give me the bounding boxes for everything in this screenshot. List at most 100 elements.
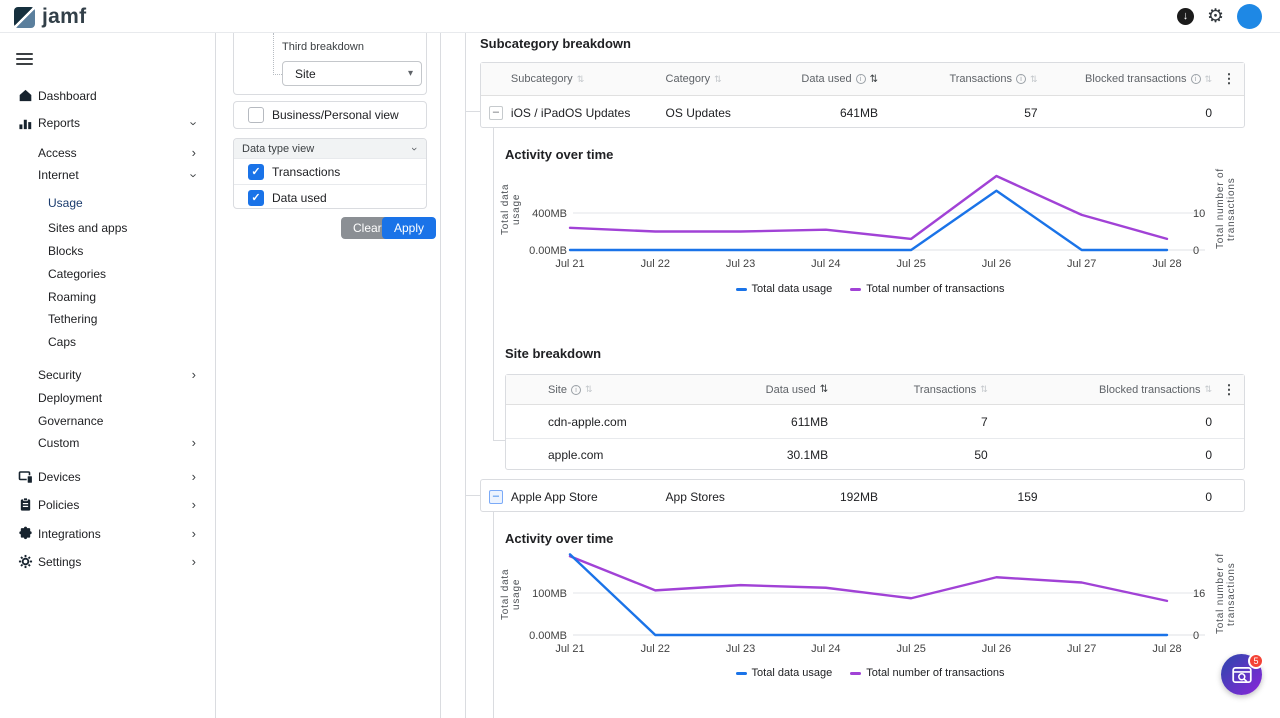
data-type-options: ✓ Transactions ✓ Data used [234, 158, 426, 208]
expand-cell: – [481, 96, 511, 129]
legend-swatch [850, 671, 862, 675]
spacer-cell [481, 63, 511, 95]
legend-item[interactable]: Total data usage [735, 283, 833, 295]
data-type-view-header[interactable]: Data type view › [234, 139, 426, 158]
column-header-data-used[interactable]: Data used ⇅ [701, 375, 831, 404]
sidebar-item-dashboard[interactable]: Dashboard [0, 85, 215, 106]
table-row[interactable]: – Apple App Store App Stores 192MB 159 0 [481, 480, 1244, 513]
subcategory-cell: Apple App Store [510, 489, 598, 504]
sort-active-icon[interactable]: ⇅ [869, 73, 878, 85]
chart-legend-1: Total data usage Total number of transact… [505, 283, 1235, 295]
legend-item[interactable]: Total data usage [735, 667, 832, 679]
column-header-data-used[interactable]: Data used i ⇅ [745, 63, 880, 95]
home-icon [18, 88, 34, 104]
column-header-blocked-transactions[interactable]: Blocked transactions ⇅ [990, 375, 1214, 404]
sort-active-icon[interactable]: ⇅ [819, 384, 829, 395]
data-used-checkbox[interactable]: ✓ [248, 189, 264, 206]
info-icon[interactable]: i [855, 74, 866, 84]
column-header-subcategory[interactable]: Subcategory ⇅ [511, 63, 666, 95]
subcategory-row-apple-app-store[interactable]: – Apple App Store App Stores 192MB 159 0 [480, 479, 1245, 512]
tree-connector [465, 495, 483, 496]
sidebar-item-governance[interactable]: Governance [0, 410, 215, 431]
legend-label: Total data usage [751, 283, 833, 295]
sidebar-item-roaming[interactable]: Roaming [0, 286, 215, 307]
sort-icon[interactable]: ⇅ [980, 384, 988, 394]
site-table-row[interactable]: cdn-apple.com 611MB 7 0 [506, 405, 1244, 438]
column-header-transactions[interactable]: Transactions i ⇅ [880, 63, 1040, 95]
nav-item-selected-bg [8, 192, 203, 214]
chevron-right-icon: › [191, 145, 196, 160]
column-header-transactions[interactable]: Transactions ⇅ [830, 375, 990, 404]
sort-icon[interactable]: ⇅ [1030, 73, 1038, 84]
sidebar-item-policies[interactable]: Policies › [0, 494, 215, 515]
brand-name: jamf [42, 5, 87, 28]
sidebar-item-categories[interactable]: Categories [0, 263, 215, 284]
sort-icon[interactable]: ⇅ [576, 73, 585, 84]
column-header-blocked-transactions[interactable]: Blocked transactions i ⇅ [1040, 63, 1215, 95]
sidebar-item-internet[interactable]: Internet › [0, 164, 215, 186]
collapse-row-button[interactable]: – [488, 489, 503, 504]
legend-item[interactable]: Total number of transactions [850, 283, 1004, 295]
data-used-cell: 192MB [839, 489, 878, 504]
sort-icon[interactable]: ⇅ [1204, 384, 1213, 394]
left-axis-tick: 400MB [532, 208, 567, 220]
sidebar: Dashboard Reports › Access › Internet › Usage Si… [0, 33, 215, 718]
jamf-logo[interactable]: jamf [14, 5, 86, 29]
sidebar-item-blocks[interactable]: Blocks [0, 240, 215, 261]
blocked-transactions-cell: 0 [1205, 105, 1213, 120]
sort-icon[interactable]: ⇅ [584, 384, 593, 394]
sort-icon[interactable]: ⇅ [714, 73, 722, 84]
info-icon[interactable]: i [570, 384, 581, 395]
activity-chart-1: 0.00MB 400MB 0 10 Jul 21 Jul 22 Jul 23 Jul 24 Ju… [529, 174, 1205, 270]
x-axis-tick: Jul 27 [1067, 258, 1096, 270]
left-axis-tick: 0.00MB [529, 245, 567, 257]
site-table-header: Site i ⇅ Data used ⇅ Transactions ⇅ Blocked tra… [506, 375, 1244, 405]
chevron-right-icon: › [191, 554, 196, 569]
third-breakdown-select[interactable]: Site ▾ [282, 61, 422, 86]
sidebar-item-caps[interactable]: Caps [0, 331, 215, 352]
sidebar-item-custom[interactable]: Custom › [0, 432, 215, 453]
column-header-label: Data used [801, 73, 852, 85]
y-axis-title-left-1: Total data usage [500, 183, 522, 235]
column-header-site[interactable]: Site i ⇅ [506, 375, 701, 404]
sidebar-item-devices[interactable]: Devices › [0, 466, 215, 487]
sidebar-item-security[interactable]: Security › [0, 364, 215, 385]
sidebar-item-deployment[interactable]: Deployment [0, 387, 215, 408]
spacer-cell [1214, 405, 1244, 438]
sidebar-item-tethering[interactable]: Tethering [0, 308, 215, 329]
info-icon[interactable]: i [1016, 74, 1026, 84]
help-chat-button[interactable] [1221, 654, 1262, 695]
sidebar-item-label: Internet [38, 168, 79, 182]
transactions-cell: 50 [974, 448, 988, 462]
sidebar-item-settings[interactable]: Settings › [0, 551, 215, 572]
avatar[interactable] [1237, 4, 1262, 29]
sidebar-item-sites-and-apps[interactable]: Sites and apps [0, 217, 215, 238]
column-header-label: Data used [765, 383, 816, 396]
info-icon[interactable]: i [1190, 74, 1201, 84]
jamf-logo-icon [14, 6, 35, 28]
y-axis-title-left-2: Total data usage [500, 568, 522, 620]
release-notes-icon[interactable]: ↓ [1176, 8, 1194, 25]
kebab-menu-icon[interactable]: ⋮ [1222, 381, 1236, 397]
breakdown-tree-line [273, 33, 274, 75]
sort-icon[interactable]: ⇅ [1204, 73, 1213, 84]
sidebar-item-reports[interactable]: Reports › [0, 112, 215, 134]
transactions-checkbox[interactable]: ✓ [248, 163, 264, 180]
legend-item[interactable]: Total number of transactions [850, 667, 1004, 679]
gear-icon[interactable]: ⚙ [1206, 6, 1224, 27]
table-row[interactable]: – iOS / iPadOS Updates OS Updates 641MB 57 0 [481, 96, 1244, 129]
collapse-row-button[interactable]: – [488, 105, 503, 120]
clear-button[interactable]: Clear [341, 217, 394, 239]
hamburger-menu-icon[interactable] [16, 53, 33, 66]
sidebar-item-access[interactable]: Access › [0, 142, 215, 163]
x-axis-tick: Jul 22 [641, 258, 670, 270]
site-table-row[interactable]: apple.com 30.1MB 50 0 [506, 438, 1244, 471]
business-personal-checkbox[interactable] [248, 107, 264, 123]
integrations-icon [18, 526, 34, 542]
sidebar-item-integrations[interactable]: Integrations › [0, 523, 215, 544]
column-header-category[interactable]: Category ⇅ [666, 63, 746, 95]
sidebar-item-usage[interactable]: Usage [0, 192, 215, 214]
apply-button[interactable]: Apply [382, 217, 437, 239]
kebab-menu-icon[interactable]: ⋮ [1222, 71, 1236, 86]
data-used-cell: 641MB [839, 105, 878, 120]
